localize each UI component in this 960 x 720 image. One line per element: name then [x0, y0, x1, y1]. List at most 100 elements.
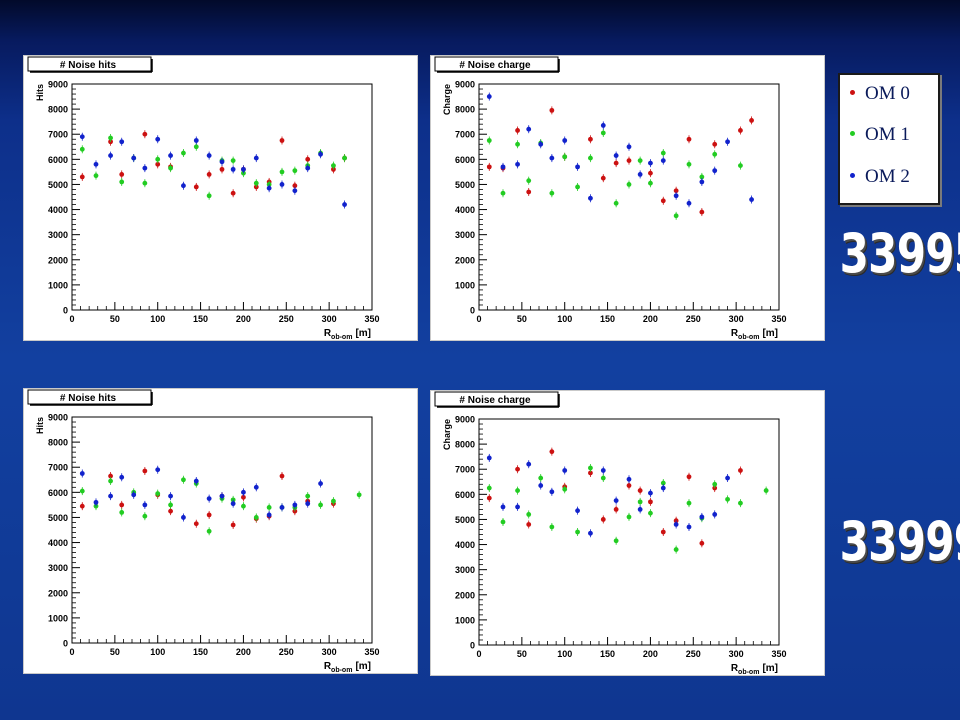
data-point — [131, 492, 137, 498]
data-point — [526, 178, 532, 184]
data-point — [119, 139, 125, 145]
data-point — [292, 168, 298, 174]
x-axis-label-unit: [m] — [355, 661, 371, 672]
data-point — [155, 491, 161, 496]
data-point — [500, 519, 506, 525]
data-point — [626, 476, 632, 482]
data-point — [305, 156, 311, 162]
data-point — [181, 477, 186, 483]
data-point — [266, 505, 272, 510]
data-point — [305, 493, 311, 499]
data-point — [486, 495, 492, 501]
x-tick-label: 50 — [110, 647, 120, 657]
y-tick-label: 7000 — [48, 130, 68, 140]
y-tick-label: 6000 — [48, 155, 68, 165]
x-axis-label-sub: ob-om — [331, 667, 352, 673]
data-point — [486, 138, 492, 143]
data-point — [142, 468, 148, 474]
data-point — [575, 508, 580, 514]
data-point — [219, 493, 225, 499]
data-point — [712, 481, 718, 487]
data-point — [600, 475, 606, 481]
data-series — [486, 106, 754, 217]
y-tick-label: 0 — [470, 641, 475, 651]
data-point — [738, 163, 743, 169]
data-point — [738, 468, 743, 473]
data-point — [626, 182, 632, 187]
data-series — [79, 132, 347, 209]
data-point — [206, 528, 212, 534]
legend-item-om1: OM 1 — [850, 124, 910, 146]
x-axis-label-unit: [m] — [762, 328, 778, 339]
run-number-label-2: 33999 — [839, 510, 960, 573]
data-point — [637, 507, 643, 512]
data-point — [660, 198, 666, 204]
x-tick-label: 250 — [686, 649, 701, 659]
data-point — [526, 512, 532, 517]
data-point — [253, 155, 259, 161]
x-tick-label: 200 — [643, 649, 658, 659]
data-point — [168, 493, 173, 499]
y-tick-label: 3000 — [48, 230, 68, 240]
y-axis-label: Charge — [442, 419, 452, 450]
data-point — [549, 449, 555, 455]
y-tick-label: 6000 — [48, 488, 68, 498]
data-point — [562, 154, 568, 160]
data-point — [738, 128, 743, 133]
x-axis-label-main: R — [731, 663, 739, 674]
data-point — [230, 190, 236, 196]
data-point — [181, 183, 186, 189]
y-tick-label: 1000 — [455, 280, 475, 290]
data-point — [515, 161, 520, 167]
data-point — [648, 160, 653, 166]
x-axis-label-unit: [m] — [355, 328, 371, 339]
data-point — [673, 213, 679, 219]
data-point — [749, 118, 754, 123]
data-point — [230, 501, 236, 507]
y-tick-label: 8000 — [48, 438, 68, 448]
data-point — [562, 468, 568, 473]
data-point — [279, 473, 285, 479]
data-point — [648, 499, 653, 505]
data-point — [562, 138, 568, 143]
data-point — [193, 521, 199, 527]
y-tick-label: 0 — [63, 306, 68, 316]
data-point — [686, 136, 692, 142]
data-point — [356, 492, 362, 498]
data-point — [613, 498, 619, 504]
data-point — [588, 136, 593, 142]
data-point — [648, 180, 653, 186]
data-point — [108, 135, 113, 141]
y-tick-label: 3000 — [455, 230, 475, 240]
data-point — [749, 197, 754, 202]
data-point — [486, 455, 492, 461]
data-point — [549, 190, 555, 196]
data-point — [600, 130, 606, 136]
data-point — [253, 180, 259, 186]
data-point — [155, 467, 161, 473]
data-point — [331, 163, 336, 169]
data-point — [253, 484, 259, 490]
data-point — [241, 489, 246, 495]
data-point — [626, 514, 632, 520]
data-point — [699, 209, 705, 215]
data-point — [660, 158, 666, 163]
data-point — [660, 480, 666, 486]
y-tick-label: 4000 — [48, 205, 68, 215]
y-tick-label: 1000 — [48, 280, 68, 290]
data-point — [699, 174, 705, 180]
data-point — [588, 465, 593, 471]
data-point — [562, 486, 568, 492]
data-point — [486, 94, 492, 99]
y-tick-label: 9000 — [455, 415, 475, 425]
y-tick-label: 9000 — [48, 80, 68, 90]
x-tick-label: 300 — [729, 649, 744, 659]
legend-label: OM 1 — [865, 124, 910, 145]
data-point — [600, 175, 606, 181]
data-point — [600, 517, 606, 522]
data-point — [626, 158, 632, 163]
y-axis-label: Hits — [35, 417, 45, 434]
data-point — [292, 183, 298, 189]
data-point — [526, 189, 532, 195]
y-tick-label: 2000 — [48, 588, 68, 598]
